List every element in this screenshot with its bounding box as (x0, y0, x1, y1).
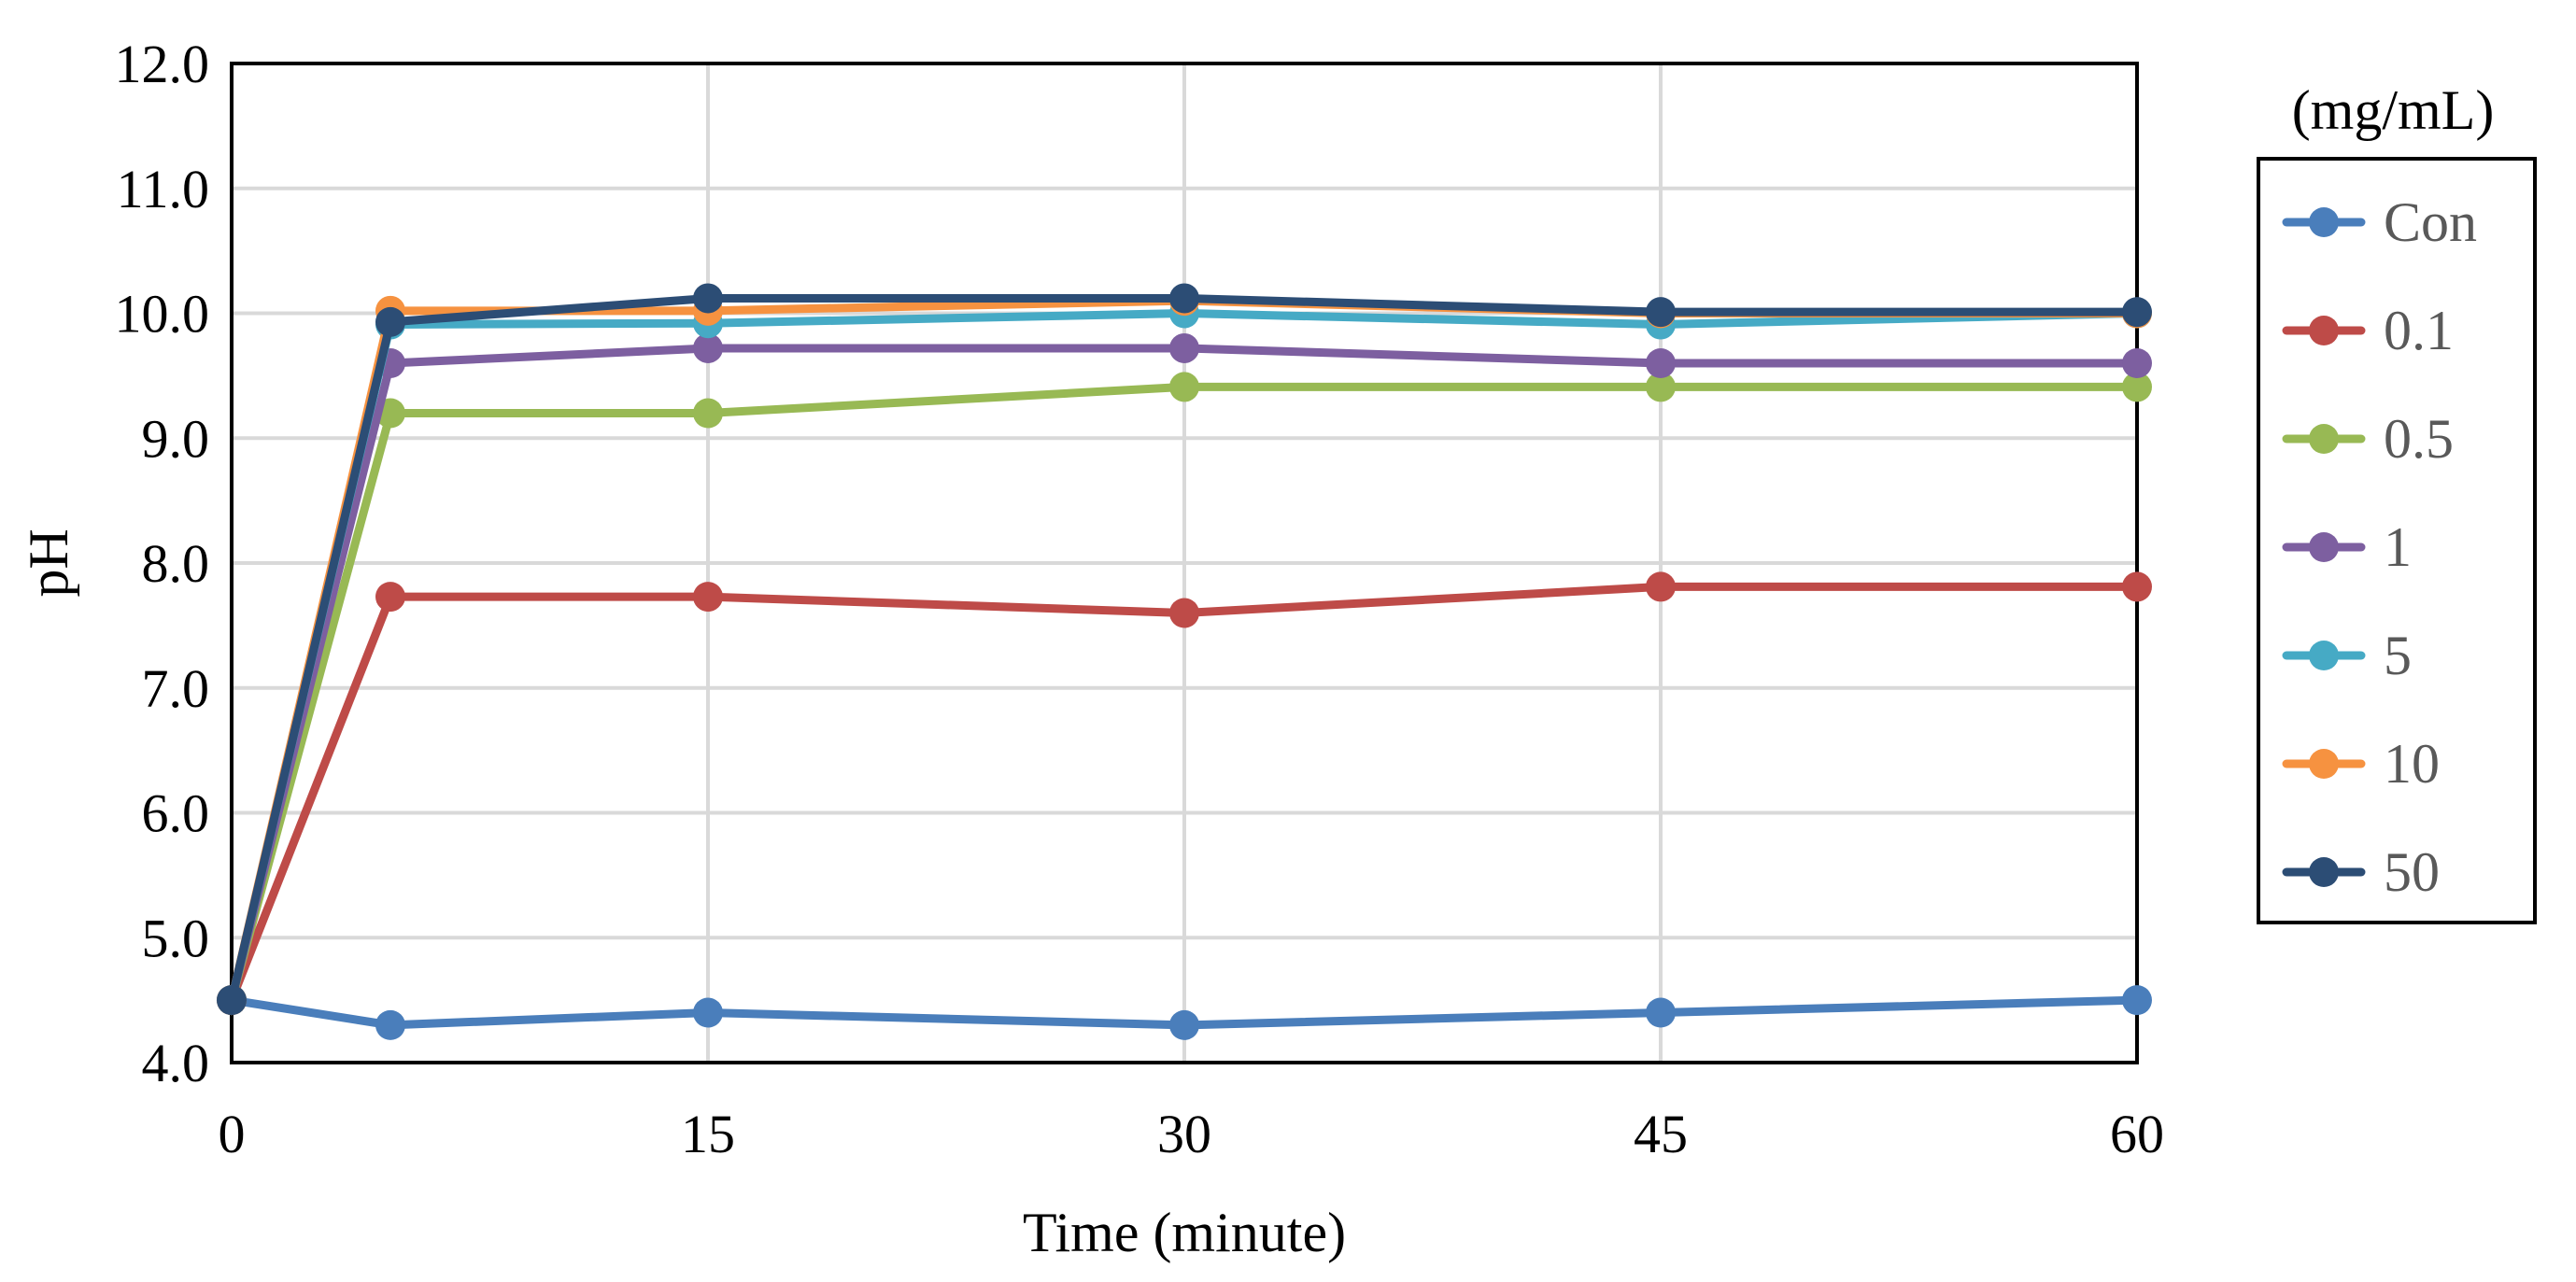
y-tick-label: 4.0 (142, 1033, 210, 1093)
x-axis-title: Time (minute) (1023, 1202, 1346, 1263)
data-point-0-5 (693, 398, 723, 429)
legend-swatch-marker (2309, 424, 2339, 454)
y-tick-label: 6.0 (142, 783, 210, 844)
data-point-0-5 (1169, 372, 1199, 402)
legend-label: 5 (2384, 625, 2412, 686)
y-tick-label: 9.0 (142, 408, 210, 469)
legend-label: 50 (2384, 841, 2440, 903)
data-point-50 (217, 985, 247, 1016)
data-point-0-1 (1646, 571, 1676, 602)
legend-label: 0.5 (2384, 408, 2454, 470)
series-layer (217, 283, 2152, 1040)
data-point-con (693, 997, 723, 1028)
data-point-1 (693, 332, 723, 363)
legend-box (2257, 157, 2537, 924)
y-tick-label: 5.0 (142, 908, 210, 968)
data-point-0-1 (693, 582, 723, 613)
series-line-0-1 (227, 582, 2142, 1005)
data-point-con (1169, 1009, 1199, 1040)
y-axis-ticks: 4.0 5.0 6.0 7.0 8.0 9.0 10.0 11.0 12.0 (115, 34, 210, 1093)
x-tick-label: 45 (1634, 1104, 1688, 1164)
legend-item-1: 1 (2282, 516, 2412, 578)
series-line-0-5 (227, 382, 2142, 1005)
data-point-con (1646, 997, 1676, 1028)
data-point-1 (2122, 348, 2152, 378)
y-tick-label: 12.0 (115, 34, 210, 94)
legend-item-0-1: 0.1 (2282, 300, 2454, 361)
legend-item-5: 5 (2282, 625, 2412, 686)
legend-item-0-5: 0.5 (2282, 408, 2454, 470)
data-point-50 (1169, 283, 1199, 314)
data-point-0-1 (375, 582, 405, 613)
x-tick-label: 30 (1157, 1104, 1211, 1164)
y-tick-label: 7.0 (142, 658, 210, 719)
legend-label: Con (2384, 191, 2477, 253)
legend-swatch-marker (2309, 532, 2339, 562)
y-tick-label: 8.0 (142, 533, 210, 594)
legend-item-con: Con (2282, 191, 2477, 253)
data-point-50 (375, 306, 405, 337)
data-point-0-1 (2122, 571, 2152, 602)
legend-swatch-marker (2309, 207, 2339, 237)
legend: Con 0.1 0.5 1 5 10 50 (2257, 157, 2537, 924)
data-point-50 (2122, 297, 2152, 328)
x-tick-label: 0 (219, 1104, 246, 1164)
x-axis-ticks: 0 15 30 45 60 (219, 1104, 2165, 1164)
legend-label: 1 (2384, 516, 2412, 578)
plot-area-frame (230, 62, 2139, 1064)
y-axis-title: pH (18, 528, 79, 597)
legend-swatch-marker (2309, 641, 2339, 670)
data-point-0-1 (1169, 598, 1199, 628)
x-tick-label: 60 (2110, 1104, 2164, 1164)
legend-swatch-marker (2309, 749, 2339, 779)
y-tick-label: 11.0 (117, 159, 209, 219)
legend-swatch-marker (2309, 857, 2339, 887)
legend-item-10: 10 (2282, 733, 2440, 795)
data-point-0-5 (2122, 372, 2152, 402)
data-point-1 (1646, 348, 1676, 378)
legend-item-50: 50 (2282, 841, 2440, 903)
x-tick-label: 15 (681, 1104, 735, 1164)
data-point-con (375, 1009, 405, 1040)
data-point-1 (1169, 332, 1199, 363)
series-line-1 (227, 344, 2142, 1005)
legend-swatch-marker (2309, 316, 2339, 345)
legend-label: 0.1 (2384, 300, 2454, 361)
data-point-con (2122, 985, 2152, 1016)
y-tick-label: 10.0 (115, 284, 210, 345)
legend-label: 10 (2384, 733, 2440, 795)
data-point-50 (1646, 297, 1676, 328)
series-50 (217, 283, 2152, 1016)
series-line-con (227, 995, 2142, 1030)
data-point-0-5 (1646, 372, 1676, 402)
data-point-50 (693, 283, 723, 314)
series-line-50 (227, 293, 2142, 1005)
legend-title: (mg/mL) (2292, 79, 2495, 141)
